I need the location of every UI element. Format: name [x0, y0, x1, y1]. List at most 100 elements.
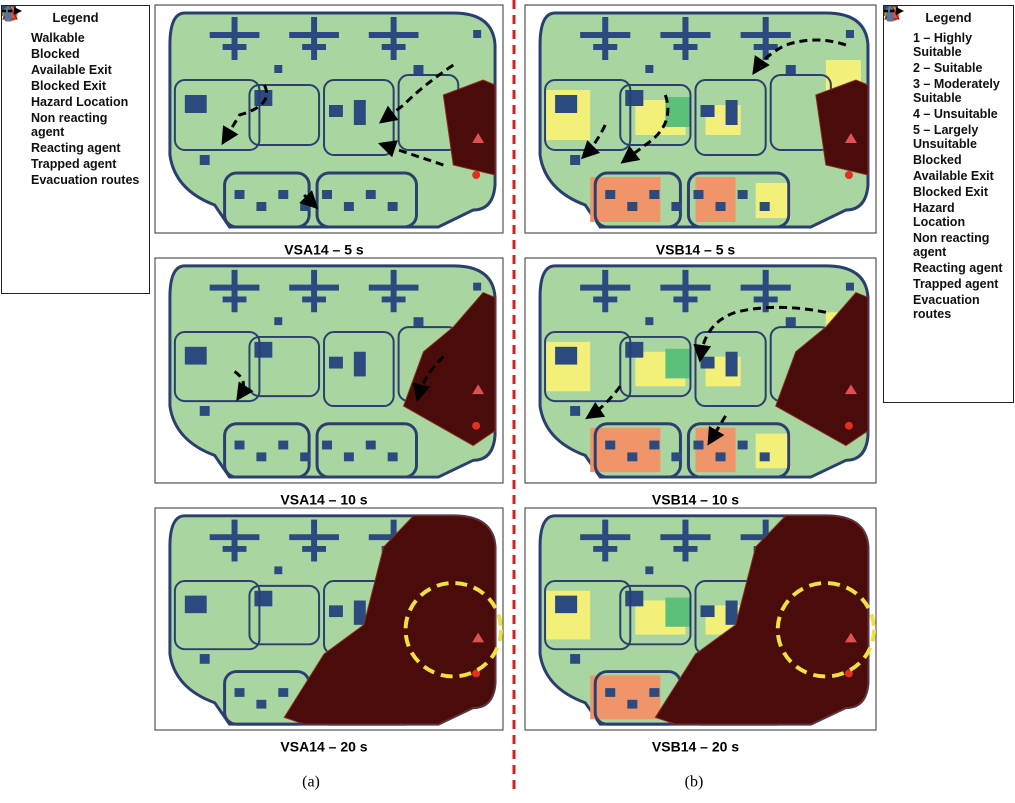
blocked-area: [200, 155, 210, 165]
legend-item: Non reacting agent: [890, 231, 1007, 259]
legend-label: Reacting agent: [913, 261, 1003, 275]
blocked-area: [605, 190, 615, 199]
blocked-area: [570, 406, 580, 416]
blocked-area: [235, 441, 245, 450]
legend-icon: [890, 61, 910, 75]
blocked-area: [738, 190, 748, 199]
blocked-area: [414, 317, 424, 327]
legend-icon: [890, 31, 910, 45]
legend-label: 3 – Moderately Suitable: [913, 77, 1007, 105]
legend-icon: [890, 277, 910, 291]
blocked-area: [693, 190, 703, 199]
blocked-area: [329, 357, 343, 369]
legend-icon: !: [8, 95, 28, 109]
blocked-area: [344, 452, 354, 461]
legend-label: 5 – Largely Unsuitable: [913, 123, 1007, 151]
legend-item: !Hazard Location: [8, 95, 143, 109]
panel-caption: VSA14 – 5 s: [284, 242, 364, 258]
blocked-area: [555, 596, 577, 614]
blocked-area: [185, 347, 207, 365]
legend-item: 3 – Moderately Suitable: [890, 77, 1007, 105]
legend-icon: [8, 173, 28, 187]
blocked-area: [254, 591, 272, 607]
blocked-area: [701, 105, 715, 117]
blocked-area: [322, 190, 332, 199]
map: [540, 516, 874, 724]
blocked-area: [274, 65, 282, 73]
legend-icon: [890, 169, 910, 183]
legend-icon: [8, 31, 28, 45]
legend-label: Trapped agent: [31, 157, 116, 171]
blocked-area: [605, 688, 615, 697]
legend-item: Blocked: [890, 153, 1007, 167]
blocked-area: [366, 190, 376, 199]
blocked-area: [786, 317, 796, 327]
panel-caption: VSB14 – 10 s: [652, 492, 739, 508]
legend-icon: [890, 107, 910, 121]
blocked-exit: [472, 171, 480, 179]
blocked-area: [329, 105, 343, 117]
blocked-exit: [845, 422, 853, 430]
blocked-area: [344, 202, 354, 211]
legend-icon: [890, 123, 910, 137]
blocked-exit: [472, 422, 480, 430]
legend-item: Available Exit: [890, 169, 1007, 183]
panel-caption: VSB14 – 20 s: [652, 739, 739, 755]
suitability-zone: [695, 428, 735, 472]
legend-label: Blocked: [913, 153, 962, 167]
blocked-area: [473, 30, 481, 38]
blocked-area: [388, 452, 398, 461]
blocked-exit: [845, 171, 853, 179]
blocked-area: [555, 347, 577, 365]
blocked-area: [716, 452, 726, 461]
suitability-zone: [590, 428, 660, 472]
blocked-area: [414, 65, 424, 75]
blocked-area: [701, 605, 715, 617]
blocked-area: [846, 283, 854, 291]
suitability-zone: [590, 177, 660, 222]
blocked-area: [200, 406, 210, 416]
legend-item: Non reacting agent: [8, 111, 143, 139]
blocked-area: [256, 202, 266, 211]
blocked-area: [274, 566, 282, 574]
blocked-area: [235, 688, 245, 697]
walkable-area: [170, 13, 495, 227]
blocked-area: [625, 591, 643, 607]
legend-label: Walkable: [31, 31, 85, 45]
blocked-area: [671, 202, 681, 211]
legend-label: 1 – Highly Suitable: [913, 31, 1007, 59]
blocked-area: [354, 601, 366, 625]
legend-label: Non reacting agent: [31, 111, 143, 139]
legend-item: Blocked: [8, 47, 143, 61]
blocked-area: [388, 202, 398, 211]
legend-item: Blocked Exit: [890, 185, 1007, 199]
legend-icon: [8, 141, 28, 155]
legend-label: Available Exit: [913, 169, 994, 183]
legend-label: 4 – Unsuitable: [913, 107, 998, 121]
blocked-area: [627, 202, 637, 211]
legend-label: Reacting agent: [31, 141, 121, 155]
suitability-zone: [756, 434, 791, 469]
map: [170, 266, 495, 477]
panel-caption: VSB14 – 5 s: [656, 242, 736, 258]
legend-label: Hazard Location: [31, 95, 128, 109]
legend-label: 2 – Suitable: [913, 61, 982, 75]
legend-item: !Hazard Location: [890, 201, 1007, 229]
blocked-area: [726, 601, 738, 625]
map: [540, 13, 868, 227]
blocked-area: [322, 441, 332, 450]
panel-caption: VSA14 – 20 s: [280, 739, 367, 755]
blocked-area: [760, 202, 770, 211]
blocked-area: [555, 95, 577, 113]
legend-item: 2 – Suitable: [890, 61, 1007, 75]
legend-item: Evacuation routes: [8, 173, 143, 187]
blocked-area: [627, 700, 637, 709]
blocked-area: [625, 90, 643, 106]
legend-icon: [8, 47, 28, 61]
blocked-area: [786, 65, 796, 75]
blocked-area: [726, 352, 738, 377]
blocked-area: [200, 654, 210, 664]
legend-item: Walkable: [8, 31, 143, 45]
legend-icon: [890, 261, 910, 275]
